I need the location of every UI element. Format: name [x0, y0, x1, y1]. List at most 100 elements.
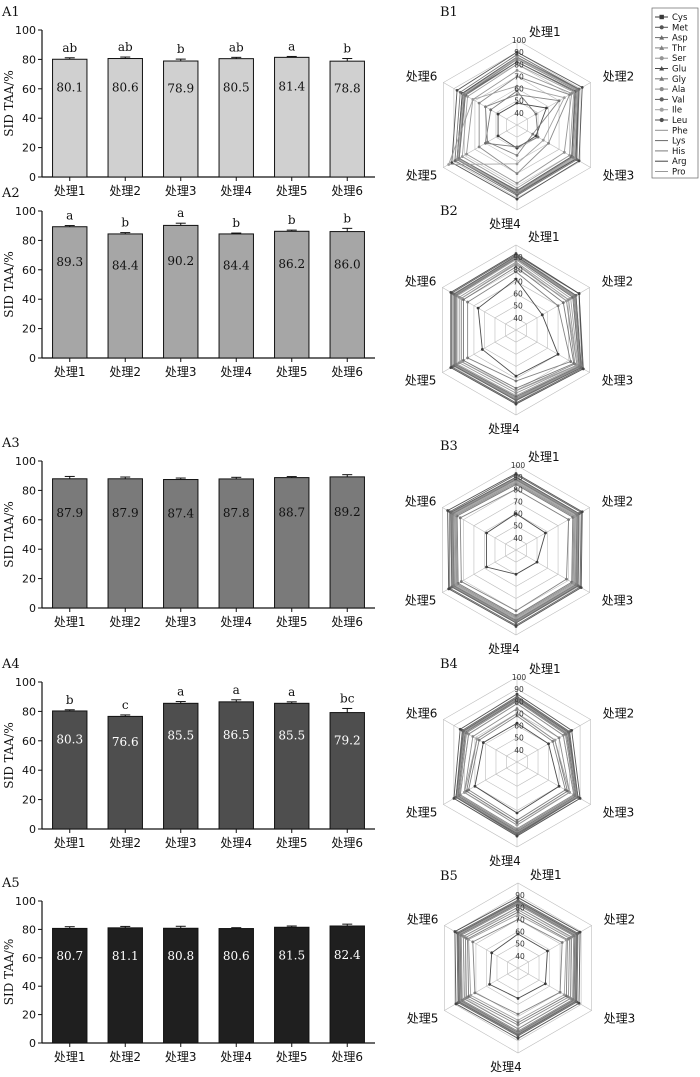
radar-axis-label: 处理4 [488, 422, 520, 436]
radar-point [534, 134, 538, 138]
bar [274, 477, 310, 609]
radar-point [515, 84, 519, 88]
x-tick-label: 处理5 [276, 836, 308, 850]
x-tick-label: 处理5 [276, 1050, 308, 1064]
data-label: 90.2 [167, 254, 194, 268]
radar-point [515, 186, 519, 190]
x-tick-label: 处理1 [54, 1050, 86, 1064]
radar-point [569, 360, 573, 363]
radar-point [475, 737, 479, 741]
radar-point [457, 793, 461, 797]
data-label: 80.8 [167, 949, 194, 963]
radar-point [573, 793, 577, 797]
radar-axis-label: 处理2 [604, 913, 636, 927]
radar-tick-label: 60 [514, 85, 524, 94]
radar-point [515, 153, 519, 157]
x-tick-label: 处理2 [109, 615, 141, 629]
radar-point [453, 930, 457, 933]
data-label: 85.5 [278, 729, 305, 743]
radar-point [579, 586, 583, 590]
radar-point [515, 818, 519, 822]
bar [218, 233, 254, 359]
x-tick-label: 处理4 [220, 1050, 252, 1064]
radar-tick-label: 90 [513, 473, 523, 482]
radar-series-thr [478, 75, 571, 175]
y-tick-label: 20 [22, 142, 36, 155]
y-tick-label: 60 [22, 735, 36, 748]
radar-point [515, 823, 519, 827]
radar-point [467, 732, 471, 736]
significance-label: a [233, 683, 240, 697]
panel-label: B2 [440, 204, 458, 219]
radar-point [490, 951, 494, 955]
bar [52, 58, 88, 178]
radar-point [455, 88, 459, 92]
panel-label: B5 [440, 869, 458, 884]
significance-label: b [66, 693, 74, 707]
y-tick-label: 100 [15, 895, 36, 908]
radar-axis-label: 处理4 [488, 642, 520, 656]
radar-point [516, 1021, 520, 1025]
radar-point [465, 789, 468, 793]
radar-spoke [517, 967, 592, 1011]
data-label: 87.4 [167, 506, 194, 520]
radar-point [457, 361, 461, 365]
radar-point [466, 356, 470, 360]
radar-point [570, 935, 574, 939]
radar-point [486, 140, 489, 144]
legend-label: His [672, 147, 686, 157]
radar-point [568, 93, 571, 97]
legend-label: Gly [672, 75, 686, 85]
legend-label: Glu [672, 65, 686, 75]
radar-point [516, 908, 520, 912]
significance-label: b [232, 216, 240, 230]
radar-point [457, 295, 461, 299]
legend-label: Ser [672, 54, 687, 64]
significance-label: b [121, 216, 129, 230]
data-label: 86.5 [223, 728, 250, 742]
legend-marker [659, 117, 664, 123]
radar-point [462, 298, 465, 302]
radar-point [514, 609, 518, 613]
radar-point [543, 982, 547, 986]
radar-tick-label: 70 [513, 497, 523, 506]
radar-point [455, 158, 459, 162]
significance-label: ab [118, 40, 133, 54]
y-tick-label: 60 [22, 952, 36, 965]
radar-point [514, 265, 518, 269]
y-tick-label: 80 [22, 234, 36, 247]
radar-point [515, 811, 519, 815]
y-tick-label: 100 [15, 455, 36, 468]
radar-point [515, 58, 519, 61]
radar-point [514, 480, 518, 484]
data-label: 78.9 [167, 82, 194, 96]
radar-point [516, 1037, 520, 1040]
radar-tick-label: 90 [514, 48, 524, 57]
radar-point [452, 292, 456, 296]
radar-point [471, 735, 475, 738]
radar-axis-label: 处理6 [407, 913, 439, 927]
radar-tick-label: 90 [515, 891, 525, 900]
radar-point [577, 512, 581, 515]
legend-marker [659, 45, 665, 50]
radar-point [574, 293, 578, 297]
significance-label: a [177, 685, 184, 699]
radar-tick-label: 80 [513, 265, 523, 274]
radar-point [557, 784, 561, 788]
radar-point [514, 261, 518, 265]
radar-point [574, 999, 578, 1003]
radar-point [449, 366, 453, 370]
radar-point [465, 152, 468, 156]
radar-point [466, 300, 470, 304]
radar-point [575, 513, 579, 517]
radar-point [547, 141, 550, 145]
x-tick-label: 处理1 [54, 615, 86, 629]
radar-axis-label: 处理6 [405, 275, 437, 289]
x-tick-label: 处理2 [109, 184, 141, 198]
radar-point [454, 363, 458, 367]
radar-axis-label: 处理1 [529, 662, 561, 676]
radar-tick-label: 40 [515, 952, 525, 961]
radar-point [514, 252, 518, 255]
